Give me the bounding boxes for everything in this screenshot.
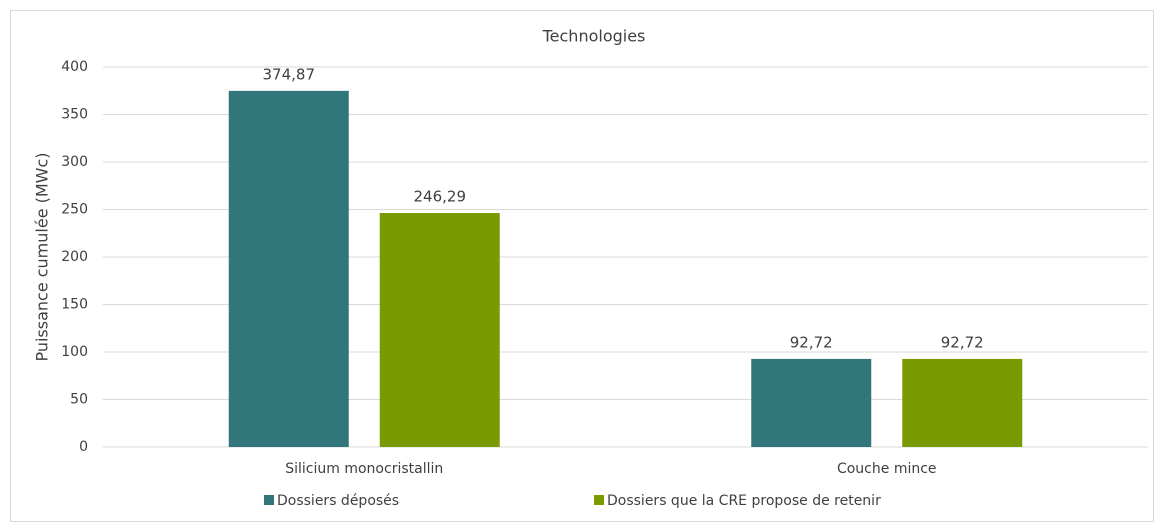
- y-tick-label: 400: [61, 59, 88, 75]
- y-tick-label: 350: [61, 107, 88, 123]
- bar: [751, 358, 872, 447]
- y-axis-label: Puissance cumulée (MWc): [33, 152, 52, 361]
- y-tick-label: 250: [61, 202, 88, 218]
- legend-swatch: [594, 495, 604, 505]
- data-label: 92,72: [941, 333, 984, 351]
- legend-label: Dossiers que la CRE propose de retenir: [607, 493, 881, 509]
- y-tick-label: 100: [61, 344, 88, 360]
- legend-label: Dossiers déposés: [277, 493, 399, 509]
- y-tick-label: 50: [70, 392, 88, 408]
- x-tick-label: Couche mince: [837, 461, 937, 477]
- data-label: 246,29: [414, 188, 467, 206]
- y-tick-label: 300: [61, 154, 88, 170]
- chart-title: Technologies: [542, 27, 646, 46]
- y-tick-label: 200: [61, 249, 88, 265]
- x-tick-label: Silicium monocristallin: [285, 461, 443, 477]
- legend-swatch: [264, 495, 274, 505]
- y-tick-label: 0: [79, 439, 88, 455]
- y-tick-label: 150: [61, 297, 88, 313]
- data-label: 92,72: [790, 333, 833, 351]
- data-label: 374,87: [263, 65, 316, 83]
- bar: [379, 213, 500, 447]
- bar: [228, 90, 349, 447]
- bar: [902, 358, 1023, 447]
